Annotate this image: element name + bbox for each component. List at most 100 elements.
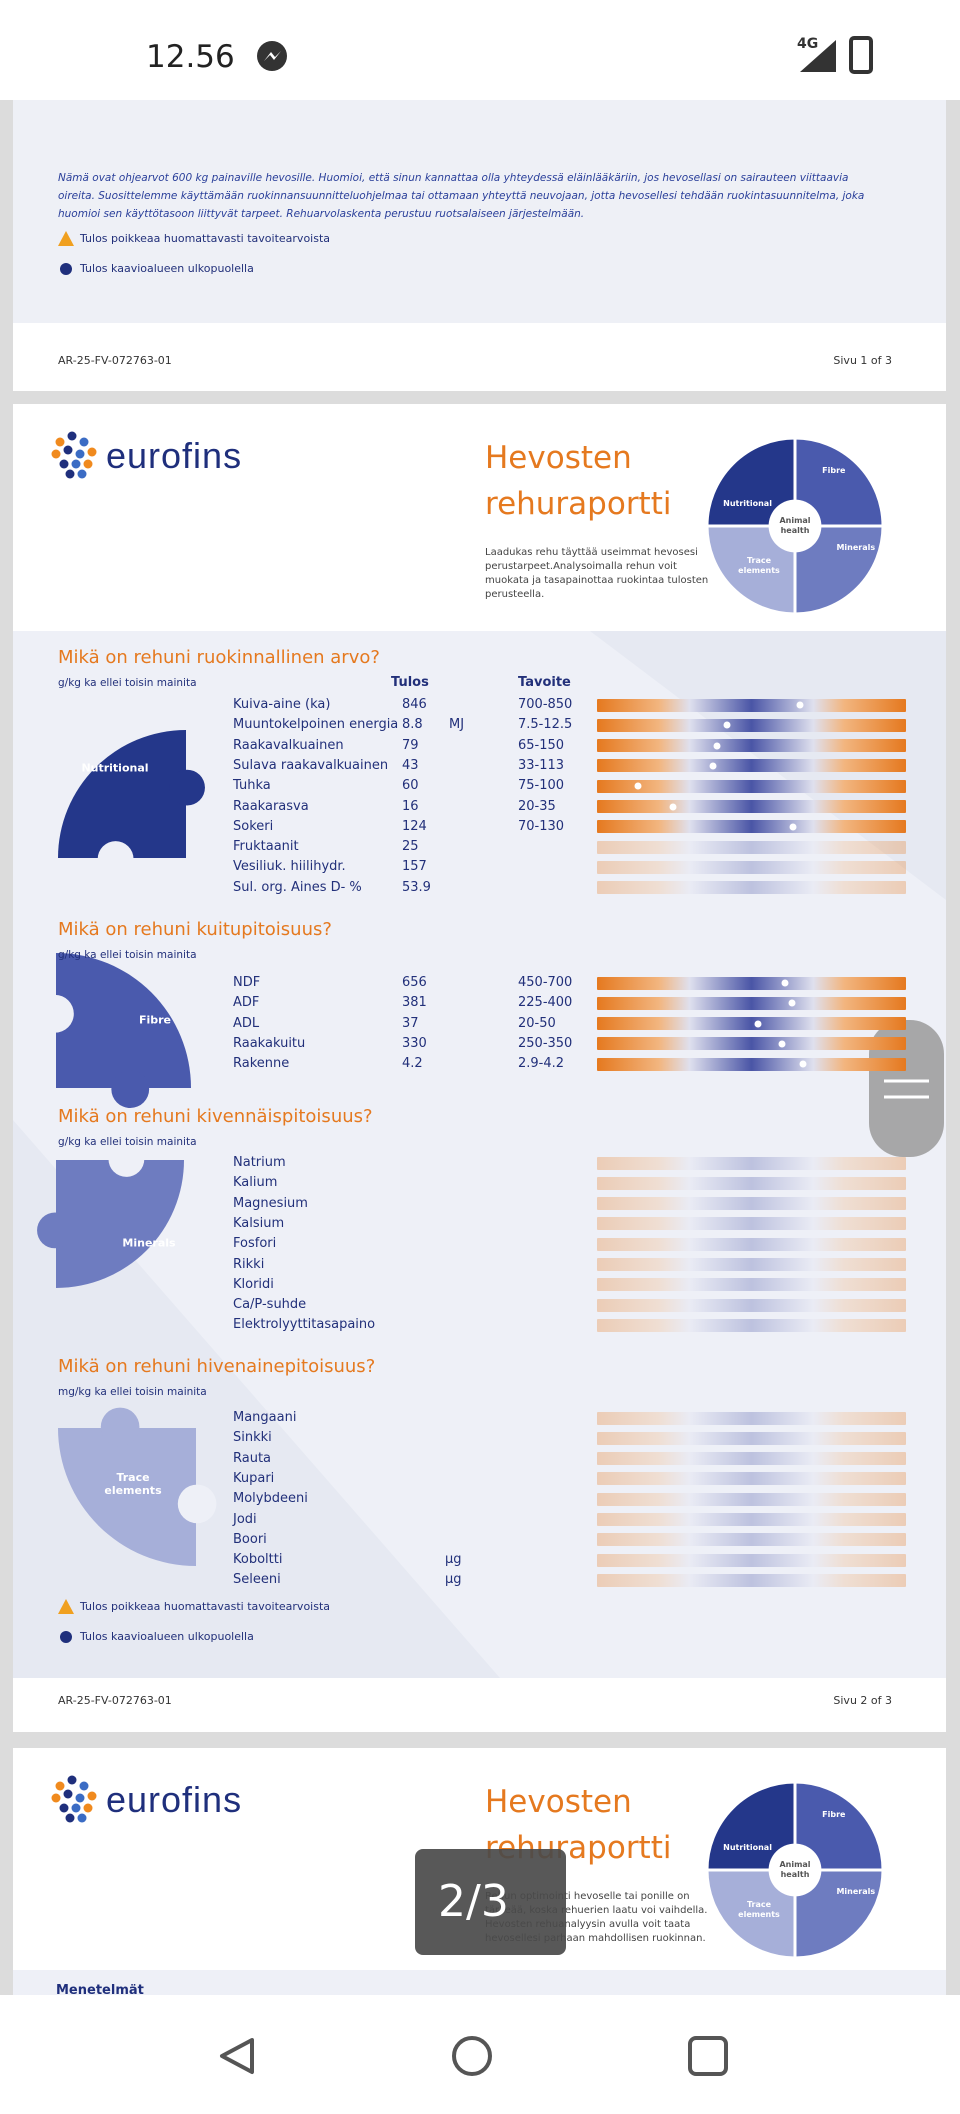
- row-name: Sul. org. Aines D- %: [233, 879, 362, 895]
- row-name: Rikki: [233, 1256, 265, 1272]
- puzzle-piece: [793, 1868, 885, 1960]
- row-result: 25: [402, 839, 419, 855]
- target-bar: [597, 996, 906, 1010]
- section-title: Mikä on rehuni kuitupitoisuus?: [58, 919, 332, 940]
- row-result: 330: [402, 1035, 427, 1051]
- row-name: Rakenne: [233, 1056, 290, 1072]
- row-name: Raakakuitu: [233, 1035, 306, 1051]
- row-name: Sokeri: [233, 818, 274, 834]
- column-header: Tulos: [391, 675, 429, 690]
- row-result: 4.2: [402, 1056, 423, 1072]
- outside-icon: [60, 263, 72, 275]
- empty-bar: [597, 1176, 906, 1190]
- row-unit: MJ: [449, 717, 465, 733]
- row-unit: µg: [445, 1552, 462, 1568]
- empty-bar: [597, 840, 906, 854]
- puzzle-piece: [793, 1780, 885, 1872]
- logo: eurofins: [106, 435, 243, 476]
- logo-dot: [75, 449, 85, 459]
- report-title: rehuraportti: [485, 486, 672, 522]
- row-target: 225-400: [518, 995, 573, 1011]
- puzzle-label: Fibre: [822, 1810, 846, 1820]
- row-result: 37: [402, 1015, 419, 1031]
- logo-dot: [75, 1793, 85, 1803]
- logo-dot: [59, 459, 69, 469]
- section-icon: [56, 953, 191, 1088]
- battery-icon: [849, 36, 873, 74]
- row-name: Tuhka: [233, 778, 271, 794]
- outside-icon: [60, 1631, 72, 1643]
- row-result: 53.9: [402, 879, 431, 895]
- puzzle-label: Nutritional: [723, 499, 772, 508]
- warning-icon: [58, 231, 74, 246]
- empty-bar: [597, 1258, 906, 1271]
- section-title: Mikä on rehuni ruokinnallinen arvo?: [58, 647, 380, 668]
- target-bar: [597, 820, 906, 834]
- puzzle-piece: [793, 524, 885, 616]
- logo-dot: [67, 1775, 77, 1785]
- icon-knob: [37, 1212, 73, 1249]
- signal-icon: [800, 40, 836, 72]
- page-number: Sivu 2 of 3: [833, 1694, 892, 1707]
- icon-knob: [36, 994, 74, 1033]
- messenger-bolt: [264, 51, 281, 61]
- page-indicator: 2/3: [438, 1876, 509, 1927]
- unit-note: g/kg ka ellei toisin mainita: [58, 1136, 197, 1148]
- row-name: Kalsium: [233, 1215, 285, 1231]
- row-name: Boori: [233, 1531, 267, 1547]
- row-target: 20-50: [518, 1015, 556, 1031]
- row-target: 2.9-4.2: [518, 1056, 565, 1072]
- row-target: 7.5-12.5: [518, 717, 573, 733]
- puzzle-piece: [793, 436, 885, 528]
- row-name: Fruktaanit: [233, 839, 299, 855]
- row-name: Mangaani: [233, 1410, 297, 1425]
- target-bar: [597, 779, 906, 793]
- puzzle-label: Minerals: [836, 543, 876, 552]
- row-name: Ca/P-suhde: [233, 1297, 307, 1313]
- icon-label: Fibre: [138, 1013, 172, 1027]
- row-result: 79: [402, 737, 419, 753]
- puzzle-piece: [705, 524, 797, 616]
- puzzle-label: Minerals: [836, 1887, 876, 1896]
- legend-entry: Tulos kaavioalueen ulkopuolella: [80, 1630, 254, 1643]
- recents-button[interactable]: [688, 2036, 728, 2076]
- empty-bar: [597, 1298, 906, 1312]
- notes: Nämä ovat ohjearvot 600 kg painaville he…: [58, 172, 865, 220]
- row-target: 70-130: [518, 818, 565, 834]
- back-button[interactable]: [220, 2038, 254, 2074]
- target-bar: [597, 739, 906, 753]
- page-1-content: [13, 100, 946, 323]
- logo-dot: [59, 1803, 69, 1813]
- result-marker: [788, 999, 796, 1007]
- row-name: Kuiva-aine (ka): [233, 697, 331, 712]
- logo-dot: [87, 447, 97, 457]
- icon-label: Minerals: [122, 1236, 176, 1250]
- section-icon: [58, 730, 186, 858]
- row-target: 450-700: [518, 975, 573, 990]
- result-marker: [723, 721, 731, 729]
- legend-entry: Tulos poikkeaa huomattavasti tavoitearvo…: [80, 1600, 331, 1613]
- icon-knob: [177, 1484, 217, 1524]
- home-button[interactable]: [452, 2036, 492, 2076]
- puzzle-center: [768, 1843, 822, 1897]
- section-icon: [58, 1428, 196, 1566]
- report-code: AR-25-FV-072763-01: [58, 354, 172, 367]
- logo-dot: [83, 459, 93, 469]
- row-result: 16: [402, 798, 419, 814]
- logo-dot: [77, 469, 87, 479]
- puzzle-piece: [705, 436, 797, 528]
- row-name: Natrium: [233, 1155, 286, 1170]
- row-name: Molybdeeni: [233, 1491, 308, 1507]
- clock: 12.56: [146, 39, 235, 75]
- puzzle-label: Trace elements: [738, 1899, 780, 1919]
- logo-dot: [77, 1813, 87, 1823]
- legend-entry: Tulos kaavioalueen ulkopuolella: [80, 262, 254, 275]
- puzzle-center: [768, 499, 822, 553]
- empty-bar: [597, 860, 906, 874]
- empty-bar: [597, 1533, 906, 1547]
- row-result: 157: [402, 859, 427, 875]
- scroll-handle[interactable]: [869, 1020, 944, 1157]
- row-target: 65-150: [518, 737, 565, 753]
